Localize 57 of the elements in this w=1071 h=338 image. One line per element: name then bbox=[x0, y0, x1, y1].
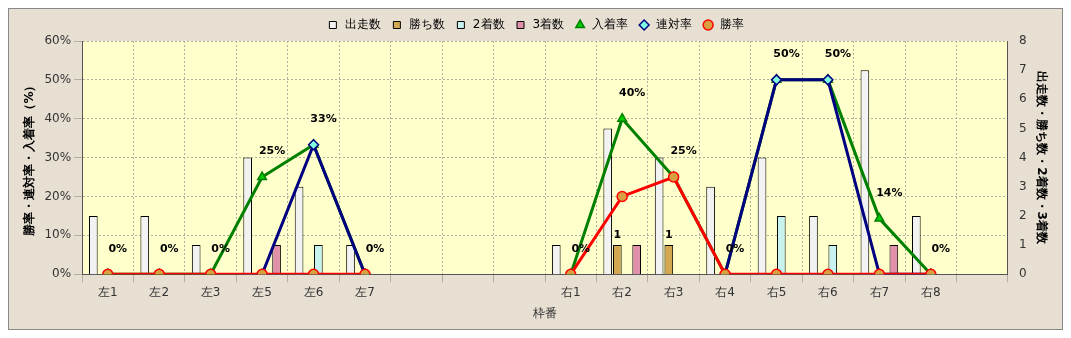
y2-tick-label: 1 bbox=[1018, 237, 1027, 252]
y2-tick-label: 4 bbox=[1018, 149, 1027, 164]
x-tick-label: 左2 bbox=[149, 284, 170, 299]
y-tick-label: 60% bbox=[44, 33, 72, 48]
data-label: 1 bbox=[613, 228, 622, 242]
y-tick-label: 10% bbox=[44, 227, 72, 242]
x-tick-label: 右4 bbox=[715, 284, 735, 299]
x-axis-title: 枠番 bbox=[532, 305, 558, 320]
y2-tick-label: 0 bbox=[1018, 266, 1027, 281]
y2-tick-label: 6 bbox=[1018, 91, 1027, 106]
point bbox=[874, 212, 885, 222]
x-tick-label: 右8 bbox=[920, 284, 941, 299]
x-tick-label: 右5 bbox=[766, 284, 787, 299]
x-tick-label: 右2 bbox=[612, 284, 632, 299]
x-tick-label: 左3 bbox=[200, 284, 221, 299]
data-label: 0% bbox=[365, 241, 385, 255]
point bbox=[616, 190, 628, 203]
legend-label: 出走数 bbox=[344, 17, 381, 32]
y-tick-label: 20% bbox=[44, 188, 72, 203]
data-label: 50% bbox=[824, 47, 852, 61]
data-label: 25% bbox=[670, 144, 697, 158]
data-label: 40% bbox=[619, 86, 646, 100]
y2-axis-title: 出走数・勝ち数・2着数・3着数 bbox=[1034, 71, 1049, 245]
legend-label: 勝率 bbox=[720, 17, 745, 32]
point bbox=[257, 171, 268, 181]
x-tick-label: 右3 bbox=[663, 284, 684, 299]
data-label: 0% bbox=[108, 241, 128, 255]
legend-label: 入着率 bbox=[592, 17, 629, 32]
y-tick-label: 40% bbox=[44, 110, 72, 125]
x-tick-label: 右7 bbox=[869, 284, 890, 299]
data-label: 1 bbox=[664, 228, 673, 242]
x-tick-label: 右1 bbox=[560, 284, 581, 299]
point bbox=[617, 112, 628, 122]
x-tick-label: 左1 bbox=[97, 284, 118, 299]
y-tick-label: 0% bbox=[52, 266, 72, 281]
y-tick-label: 30% bbox=[44, 149, 72, 164]
legend-label: 勝ち数 bbox=[408, 17, 445, 32]
legend-label: 2着数 bbox=[472, 17, 505, 32]
x-tick-label: 左6 bbox=[303, 284, 324, 299]
data-label: 25% bbox=[258, 144, 286, 158]
x-tick-label: 右6 bbox=[818, 284, 838, 299]
y-tick-label: 50% bbox=[44, 71, 72, 86]
data-label: 0% bbox=[159, 241, 179, 255]
data-label: 0% bbox=[931, 241, 951, 255]
y2-tick-label: 7 bbox=[1018, 62, 1027, 77]
data-label: 50% bbox=[773, 47, 800, 61]
y2-tick-label: 8 bbox=[1018, 33, 1027, 48]
y2-tick-label: 3 bbox=[1018, 178, 1027, 193]
x-tick-label: 左5 bbox=[252, 284, 272, 299]
x-tick-label: 左7 bbox=[355, 284, 375, 299]
y-axis-title: 勝率・連対率・入着率（%） bbox=[22, 79, 37, 237]
data-label: 33% bbox=[310, 112, 337, 126]
legend-label: 連対率 bbox=[656, 17, 693, 32]
legend-label: 3着数 bbox=[532, 17, 565, 32]
data-label: 14% bbox=[876, 185, 903, 199]
y2-tick-label: 5 bbox=[1018, 120, 1027, 135]
y2-tick-label: 2 bbox=[1018, 208, 1027, 223]
